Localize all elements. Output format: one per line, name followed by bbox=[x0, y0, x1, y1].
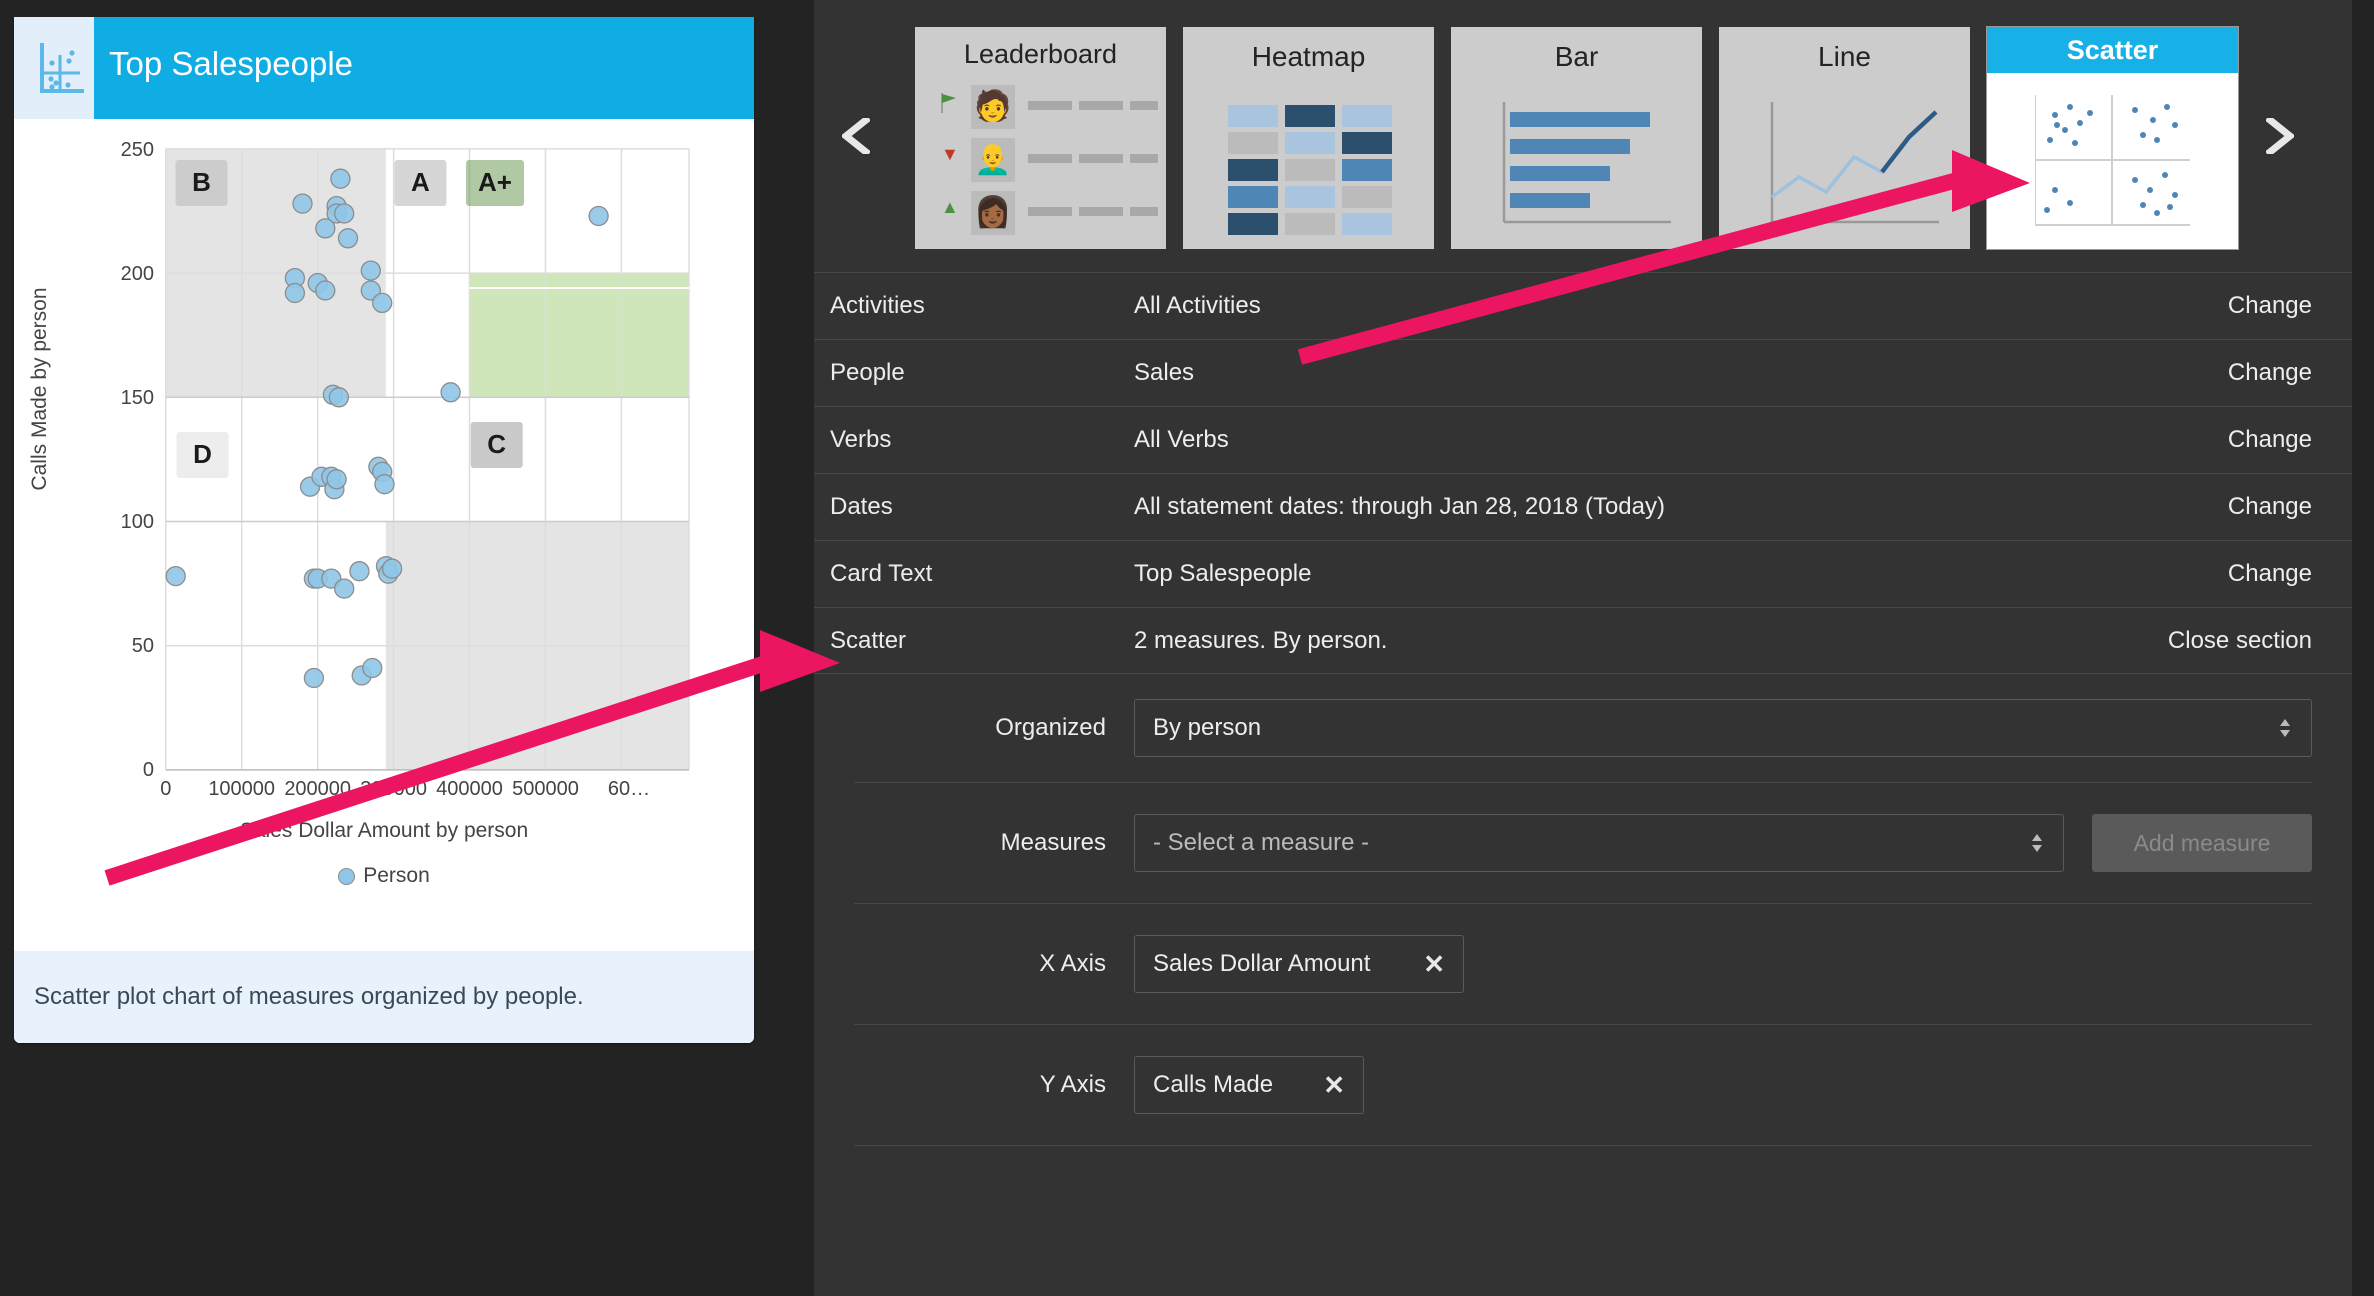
svg-text:400000: 400000 bbox=[436, 778, 503, 800]
svg-text:100000: 100000 bbox=[208, 778, 275, 800]
svg-text:250: 250 bbox=[121, 139, 154, 161]
svg-text:B: B bbox=[192, 167, 211, 197]
svg-text:300000: 300000 bbox=[360, 778, 427, 800]
svg-text:A+: A+ bbox=[478, 167, 512, 197]
svg-text:60…: 60… bbox=[608, 778, 650, 800]
svg-text:100: 100 bbox=[121, 511, 154, 533]
svg-text:200: 200 bbox=[121, 263, 154, 285]
svg-text:200000: 200000 bbox=[284, 778, 351, 800]
svg-text:500000: 500000 bbox=[512, 778, 579, 800]
svg-text:C: C bbox=[487, 429, 506, 459]
svg-text:D: D bbox=[193, 439, 212, 469]
svg-text:0: 0 bbox=[160, 778, 171, 800]
svg-text:150: 150 bbox=[121, 387, 154, 409]
svg-text:A: A bbox=[411, 167, 430, 197]
svg-text:0: 0 bbox=[143, 759, 154, 781]
svg-text:50: 50 bbox=[132, 635, 154, 657]
